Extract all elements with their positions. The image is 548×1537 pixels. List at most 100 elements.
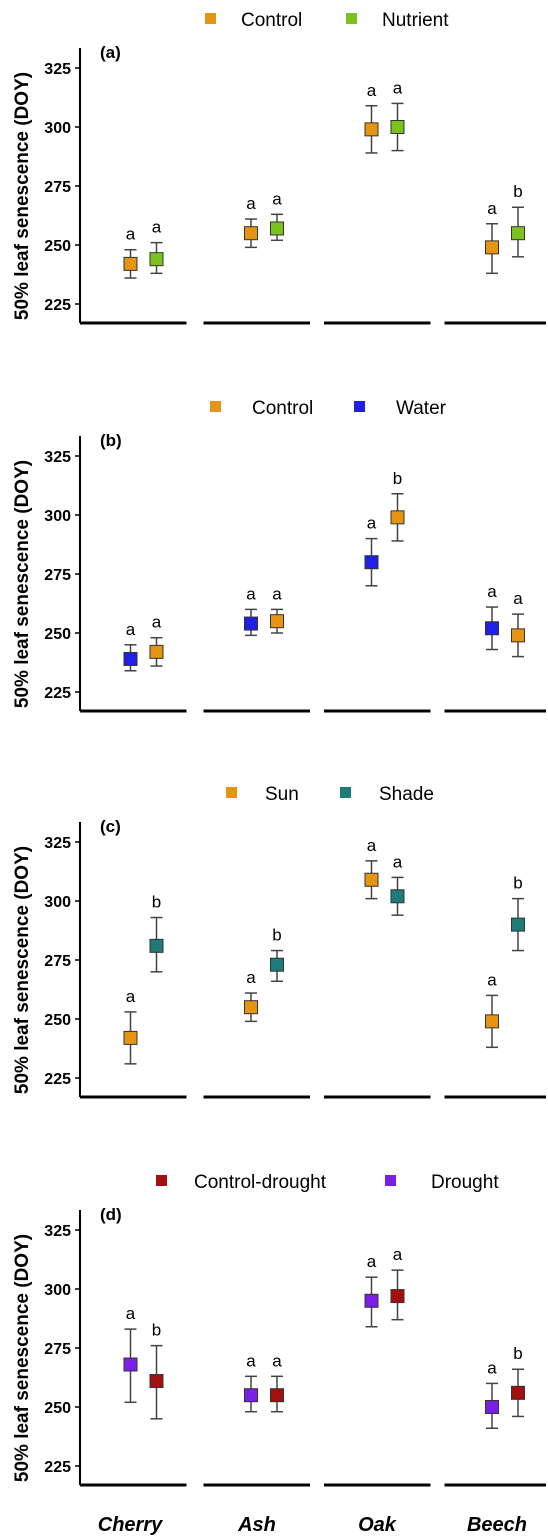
panel-a-label: (a) xyxy=(100,43,121,62)
panel-a-nutrient-ash-point xyxy=(270,221,284,236)
x-tick-label-oak: Oak xyxy=(358,1514,397,1536)
panel-d-drought-beech-point xyxy=(485,1400,499,1414)
panel-d-control-drought-beech-point xyxy=(511,1385,525,1400)
panel-d-label: (d) xyxy=(100,1205,122,1224)
panel-d-legend-swatch-control-drought xyxy=(156,1175,167,1186)
panel-d-drought-ash-point xyxy=(244,1388,258,1403)
panel-a-control-cherry-point xyxy=(123,256,138,271)
panel-b-legend-swatch-water xyxy=(354,401,365,412)
panel-c-sun-beech-letter: a xyxy=(487,970,497,989)
panel-a-control-ash-point xyxy=(244,226,258,241)
panel-c-sun-oak-point xyxy=(364,872,379,887)
panel-c-sun-ash-point xyxy=(244,1000,258,1015)
panel-d-drought-ash-letter: a xyxy=(246,1351,256,1370)
panel-a-y-axis-title: 50% leaf senescence (DOY) xyxy=(12,72,33,320)
panel-c-shade-cherry-letter: b xyxy=(152,893,161,912)
panel-c-shade-ash-letter: b xyxy=(272,926,281,945)
panel-d-drought-cherry-letter: a xyxy=(126,1304,136,1323)
panel-b-water-cherry-letter: a xyxy=(126,620,136,639)
panel-d-control-drought-beech-letter: b xyxy=(513,1344,522,1363)
panel-b-control-beech-point xyxy=(511,628,525,643)
panel-c-shade-oak-point xyxy=(390,889,405,904)
panel-b-y-tick-label-325: 325 xyxy=(44,449,71,466)
panel-c-legend-label-sun: Sun xyxy=(265,784,299,805)
panel-a-control-beech-letter: a xyxy=(487,199,497,218)
panel-b-water-oak-point xyxy=(364,555,379,570)
panel-a-control-oak-letter: a xyxy=(367,81,377,100)
panel-a-nutrient-cherry-point xyxy=(149,252,164,267)
panel-c-legend-swatch-sun xyxy=(226,787,237,798)
panel-c-legend-label-shade: Shade xyxy=(379,784,434,805)
panel-b-legend-label-control: Control xyxy=(252,398,313,419)
panel-a-legend-label-nutrient: Nutrient xyxy=(382,10,449,31)
panel-d-y-tick-label-250: 250 xyxy=(44,1400,71,1417)
panel-a-nutrient-oak-point xyxy=(390,120,405,134)
panel-c-y-tick-label-225: 225 xyxy=(44,1071,71,1088)
panel-c-sun-cherry-letter: a xyxy=(126,987,136,1006)
panel-a-legend-swatch-control xyxy=(205,13,216,24)
panel-d-drought-beech-letter: a xyxy=(487,1358,497,1377)
panel-b-control-cherry-letter: a xyxy=(152,613,162,632)
panel-a-y-tick-label-325: 325 xyxy=(44,61,71,78)
panel-c-y-axis-title: 50% leaf senescence (DOY) xyxy=(12,846,33,1094)
panel-b-y-tick-label-275: 275 xyxy=(44,567,71,584)
panel-c-legend-swatch-shade xyxy=(340,787,351,798)
panel-b-control-ash-letter: a xyxy=(272,584,282,603)
panel-b-y-tick-label-300: 300 xyxy=(44,508,71,525)
panel-c-shade-cherry-point xyxy=(149,938,164,953)
panel-b-water-cherry-point xyxy=(123,651,138,666)
panel-a-y-tick-label-300: 300 xyxy=(44,120,71,137)
panel-b-control-cherry-point xyxy=(149,644,164,659)
panel-d-legend-label-drought: Drought xyxy=(431,1172,499,1193)
panel-a-legend-swatch-nutrient xyxy=(346,13,357,24)
panel-b-y-tick-label-250: 250 xyxy=(44,626,71,643)
panel-d-y-tick-label-275: 275 xyxy=(44,1341,71,1358)
panel-c-y-tick-label-275: 275 xyxy=(44,953,71,970)
panel-d-drought-oak-point xyxy=(364,1293,379,1308)
panel-b-y-tick-label-225: 225 xyxy=(44,685,71,702)
panel-c-sun-beech-point xyxy=(485,1014,499,1029)
panel-c-shade-beech-letter: b xyxy=(513,874,522,893)
panel-a-y-tick-label-250: 250 xyxy=(44,238,71,255)
panel-b-water-oak-letter: a xyxy=(367,514,377,533)
panel-b-control-oak-point xyxy=(390,510,405,525)
panel-a-nutrient-oak-letter: a xyxy=(393,78,403,97)
x-tick-label-ash: Ash xyxy=(237,1514,276,1536)
panel-b-control-beech-letter: a xyxy=(513,589,523,608)
panel-a-legend-label-control: Control xyxy=(241,10,302,31)
panel-d-legend-swatch-drought xyxy=(385,1175,396,1186)
panel-d-control-drought-oak-point xyxy=(390,1289,405,1304)
panel-a-control-beech-point xyxy=(485,240,499,255)
panel-d-y-tick-label-300: 300 xyxy=(44,1282,71,1299)
panel-d-y-tick-label-325: 325 xyxy=(44,1223,71,1240)
panel-a-nutrient-beech-point xyxy=(511,226,525,241)
panel-d-control-drought-ash-point xyxy=(270,1388,284,1403)
panel-b-water-ash-letter: a xyxy=(246,584,256,603)
panel-d-control-drought-oak-letter: a xyxy=(393,1245,403,1264)
panel-a-nutrient-ash-letter: a xyxy=(272,189,282,208)
panel-d-control-drought-cherry-point xyxy=(149,1374,164,1389)
panel-a-nutrient-cherry-letter: a xyxy=(152,218,162,237)
panel-d-y-axis-title: 50% leaf senescence (DOY) xyxy=(12,1234,33,1482)
panel-d-drought-oak-letter: a xyxy=(367,1252,377,1271)
panel-c-y-tick-label-300: 300 xyxy=(44,894,71,911)
panel-c-y-tick-label-325: 325 xyxy=(44,835,71,852)
panel-b-water-beech-letter: a xyxy=(487,582,497,601)
panel-b-legend-swatch-control xyxy=(210,401,221,412)
panel-c-sun-ash-letter: a xyxy=(246,968,256,987)
panel-b-water-beech-point xyxy=(485,621,499,636)
panel-b-control-oak-letter: b xyxy=(393,469,402,488)
panel-d-control-drought-ash-letter: a xyxy=(272,1351,282,1370)
panel-c-shade-ash-point xyxy=(270,957,284,972)
panel-c-sun-cherry-point xyxy=(123,1030,138,1045)
panel-c-y-tick-label-250: 250 xyxy=(44,1012,71,1029)
panel-a-y-tick-label-225: 225 xyxy=(44,297,71,314)
panel-d-drought-cherry-point xyxy=(123,1357,138,1372)
panel-d-legend-label-control-drought: Control-drought xyxy=(194,1172,327,1193)
panel-a-nutrient-beech-letter: b xyxy=(513,182,522,201)
panel-a-control-cherry-letter: a xyxy=(126,225,136,244)
x-tick-label-cherry: Cherry xyxy=(98,1514,163,1536)
panel-c-sun-oak-letter: a xyxy=(367,836,377,855)
panel-b-label: (b) xyxy=(100,431,122,450)
